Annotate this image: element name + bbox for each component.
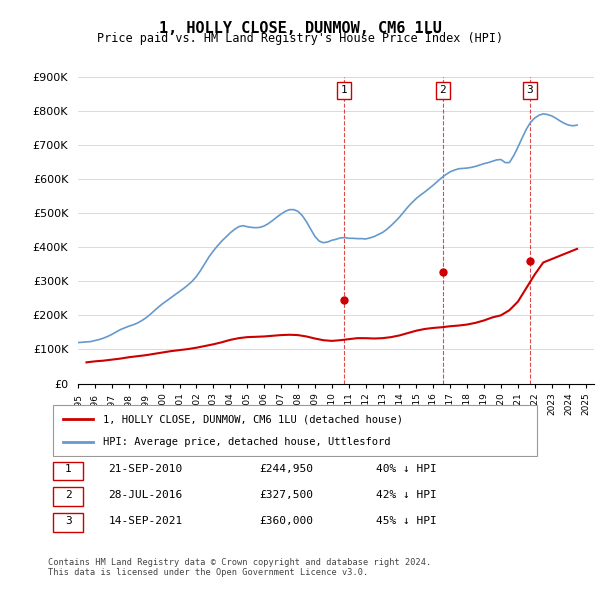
Text: Price paid vs. HM Land Registry's House Price Index (HPI): Price paid vs. HM Land Registry's House … xyxy=(97,32,503,45)
FancyBboxPatch shape xyxy=(53,405,537,456)
Text: 1, HOLLY CLOSE, DUNMOW, CM6 1LU (detached house): 1, HOLLY CLOSE, DUNMOW, CM6 1LU (detache… xyxy=(103,414,403,424)
Text: 2: 2 xyxy=(65,490,71,500)
Text: 42% ↓ HPI: 42% ↓ HPI xyxy=(376,490,436,500)
Text: 40% ↓ HPI: 40% ↓ HPI xyxy=(376,464,436,474)
Text: Contains HM Land Registry data © Crown copyright and database right 2024.
This d: Contains HM Land Registry data © Crown c… xyxy=(48,558,431,577)
Text: 2: 2 xyxy=(440,86,446,96)
Text: £327,500: £327,500 xyxy=(260,490,314,500)
Text: 45% ↓ HPI: 45% ↓ HPI xyxy=(376,516,436,526)
FancyBboxPatch shape xyxy=(53,513,83,532)
Text: 1: 1 xyxy=(341,86,347,96)
Text: 3: 3 xyxy=(65,516,71,526)
Text: £360,000: £360,000 xyxy=(260,516,314,526)
Text: £244,950: £244,950 xyxy=(260,464,314,474)
Text: 14-SEP-2021: 14-SEP-2021 xyxy=(109,516,183,526)
FancyBboxPatch shape xyxy=(53,487,83,506)
Text: 21-SEP-2010: 21-SEP-2010 xyxy=(109,464,183,474)
FancyBboxPatch shape xyxy=(53,461,83,480)
Text: 3: 3 xyxy=(527,86,533,96)
Text: 1: 1 xyxy=(65,464,71,474)
Text: 28-JUL-2016: 28-JUL-2016 xyxy=(109,490,183,500)
Text: HPI: Average price, detached house, Uttlesford: HPI: Average price, detached house, Uttl… xyxy=(103,437,391,447)
Text: 1, HOLLY CLOSE, DUNMOW, CM6 1LU: 1, HOLLY CLOSE, DUNMOW, CM6 1LU xyxy=(158,21,442,35)
